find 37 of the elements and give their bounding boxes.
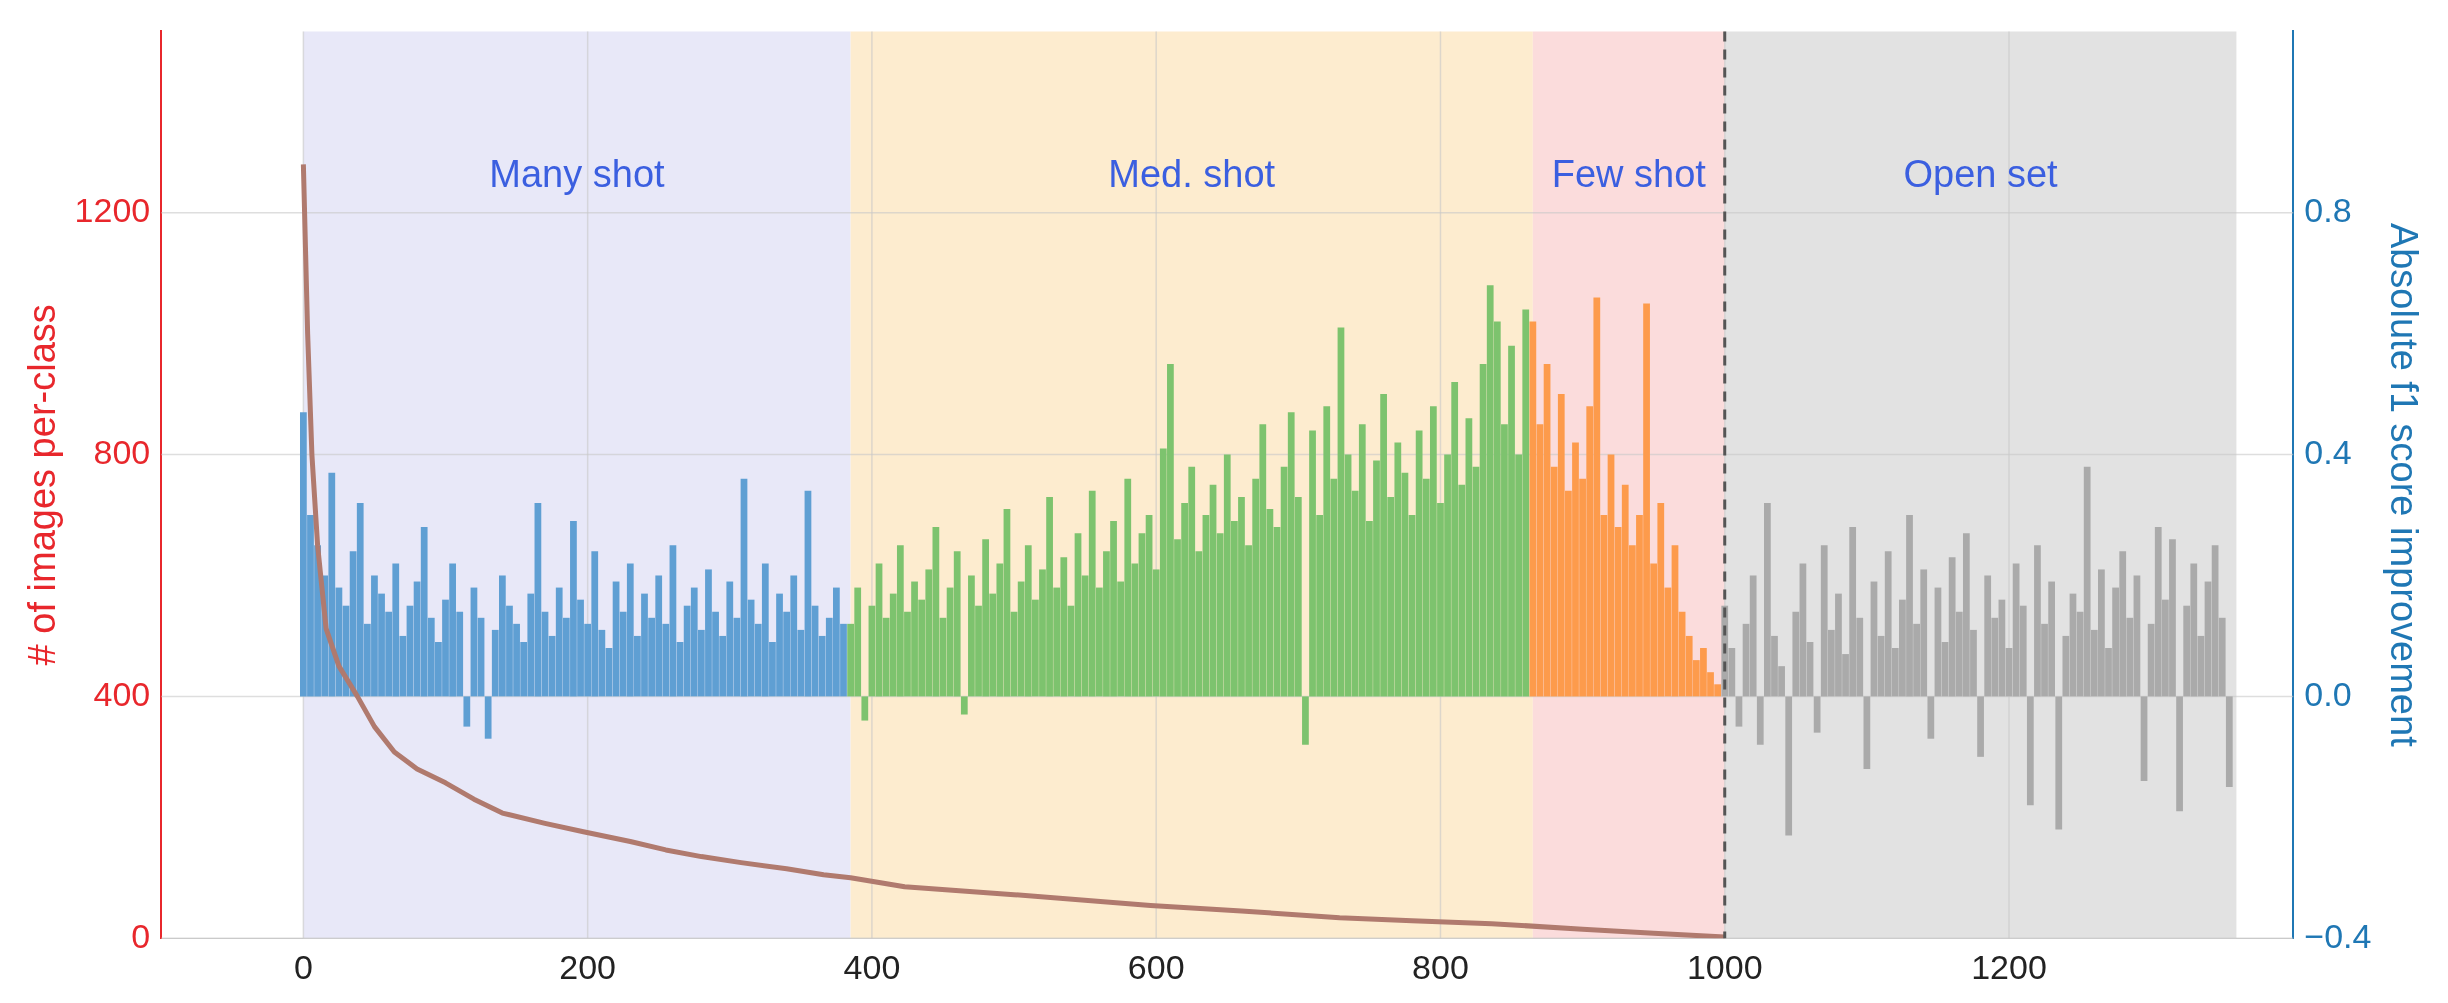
bar <box>2055 696 2063 830</box>
band-label: Many shot <box>489 152 666 195</box>
bar <box>484 696 492 739</box>
x-tick-label: 0 <box>293 947 313 986</box>
y2-tick-label: −0.4 <box>2304 916 2372 955</box>
bar <box>1977 696 1984 757</box>
band-label: Med. shot <box>1108 152 1276 195</box>
bar <box>1302 696 1309 745</box>
x-tick-label: 1200 <box>1971 947 2047 986</box>
x-tick-label: 1000 <box>1686 947 1763 986</box>
bar <box>1735 696 1743 727</box>
bar <box>463 696 471 727</box>
y-tick-label: 1200 <box>74 191 151 230</box>
x-tick-label: 200 <box>559 947 617 986</box>
y2-axis-title: Absolute f1 score improvement <box>2382 222 2425 748</box>
y2-tick-label: 0.4 <box>2304 432 2352 471</box>
y-tick-label: 0 <box>131 916 151 955</box>
bar <box>1785 696 1793 836</box>
x-tick-label: 600 <box>1127 947 1185 986</box>
y2-tick-label: 0.8 <box>2304 191 2352 230</box>
bar <box>1756 696 1764 745</box>
bar <box>1813 696 1821 733</box>
x-tick-label: 800 <box>1412 947 1469 986</box>
bar <box>861 696 869 721</box>
band-label: Few shot <box>1551 152 1707 195</box>
x-tick-label: 400 <box>843 947 901 986</box>
band-label: Open set <box>1903 152 2059 195</box>
bar <box>2225 696 2233 788</box>
bar <box>2026 696 2034 806</box>
bar <box>960 696 968 715</box>
y2-tick-label: 0.0 <box>2304 674 2352 713</box>
bar <box>2176 696 2183 812</box>
y-tick-label: 800 <box>93 432 151 471</box>
y-axis-title: # of images per-class <box>21 304 64 666</box>
y-tick-label: 400 <box>93 674 151 713</box>
bar <box>1927 696 1935 739</box>
bar <box>1863 696 1871 769</box>
